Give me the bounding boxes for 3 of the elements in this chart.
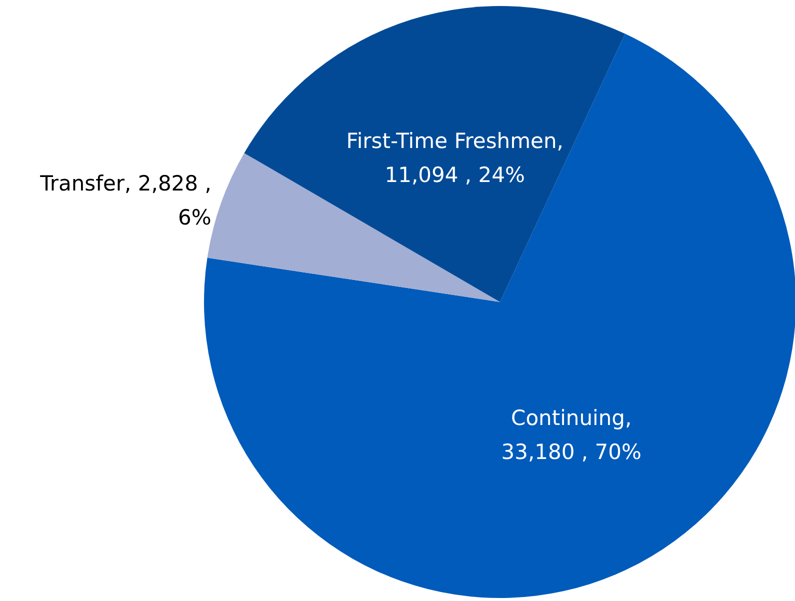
slice-label: Transfer, 2,828 , 6% [39,171,212,230]
slice-label: First-Time Freshmen, 11,094 , 24% [346,128,564,187]
slice-label: Continuing, 33,180 , 70% [501,406,642,464]
